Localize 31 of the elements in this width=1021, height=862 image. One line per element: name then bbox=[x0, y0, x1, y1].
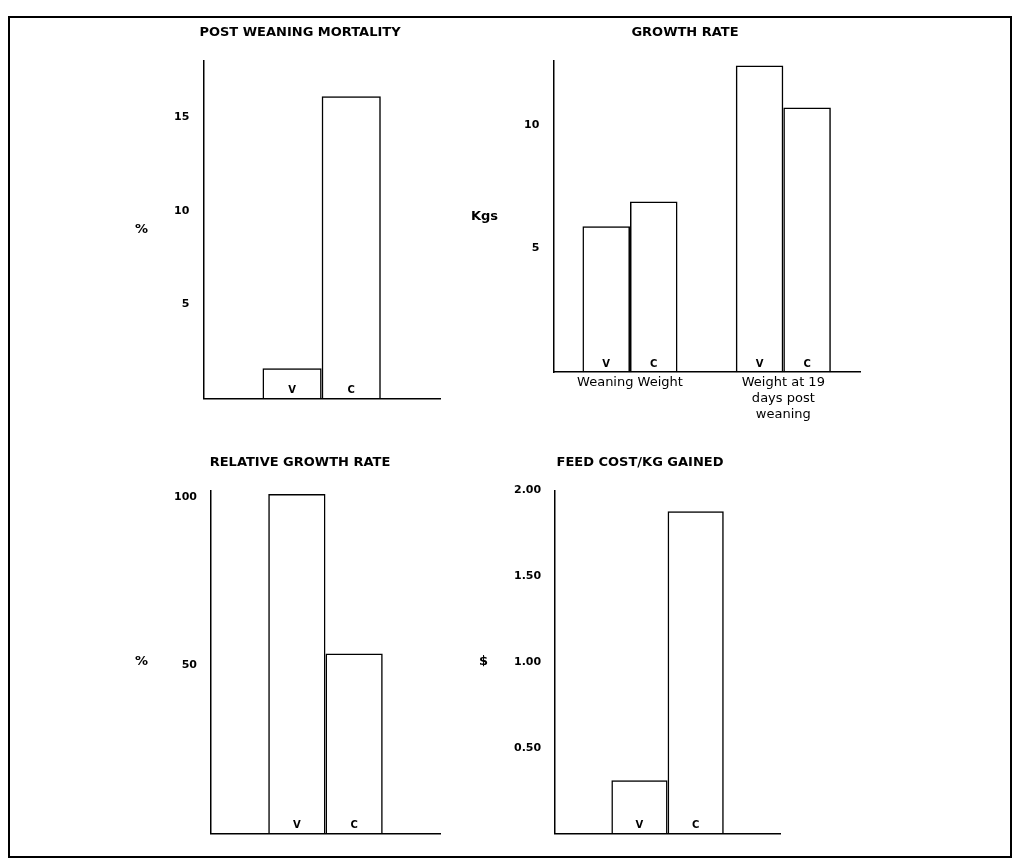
y-tick-label: 0.50 bbox=[514, 740, 542, 754]
series-label: C bbox=[650, 357, 658, 369]
chart-title: RELATIVE GROWTH RATE bbox=[209, 454, 391, 470]
y-tick-label: 50 bbox=[181, 658, 198, 672]
series-label: C bbox=[350, 818, 358, 830]
series-label: V bbox=[602, 357, 611, 369]
y-axis-title: $ bbox=[478, 653, 488, 669]
y-tick-label: 100 bbox=[173, 490, 198, 504]
y-tick-label: 15 bbox=[174, 109, 190, 123]
series-label: C bbox=[347, 383, 355, 395]
chart-title: FEED COST/KG GAINED bbox=[556, 454, 724, 470]
y-tick-label: 10 bbox=[524, 117, 540, 131]
x-tick-label: Weight at 19 days post weaning bbox=[741, 374, 825, 421]
series-label: V bbox=[292, 818, 301, 830]
series-label: V bbox=[288, 383, 297, 395]
chart-title: POST WEANING MORTALITY bbox=[199, 24, 402, 40]
chart-title: GROWTH RATE bbox=[631, 24, 739, 40]
y-tick-label: 5 bbox=[181, 297, 190, 311]
text: V bbox=[755, 357, 764, 369]
text: C bbox=[803, 357, 811, 369]
y-tick-label: 1.50 bbox=[514, 569, 542, 583]
y-tick-label: 5 bbox=[531, 241, 540, 255]
y-axis-title: Kgs bbox=[470, 207, 499, 223]
y-axis-title: % bbox=[134, 653, 148, 669]
x-tick-label: Weaning Weight bbox=[577, 374, 683, 390]
series-label: C bbox=[692, 818, 700, 830]
series-label: V bbox=[635, 818, 644, 830]
y-tick-label: 2.00 bbox=[514, 483, 542, 497]
y-axis-title: % bbox=[134, 220, 148, 236]
y-tick-label: 10 bbox=[174, 203, 190, 217]
y-tick-label: 1.00 bbox=[514, 654, 542, 668]
